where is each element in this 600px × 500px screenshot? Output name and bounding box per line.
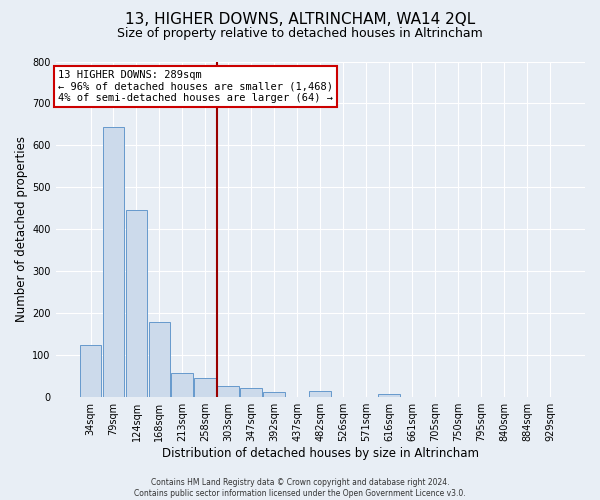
Bar xyxy=(149,322,170,397)
Bar xyxy=(172,373,193,397)
Bar xyxy=(378,394,400,397)
Bar xyxy=(103,126,124,397)
Text: 13 HIGHER DOWNS: 289sqm
← 96% of detached houses are smaller (1,468)
4% of semi-: 13 HIGHER DOWNS: 289sqm ← 96% of detache… xyxy=(58,70,333,103)
Bar xyxy=(241,388,262,397)
Text: Contains HM Land Registry data © Crown copyright and database right 2024.
Contai: Contains HM Land Registry data © Crown c… xyxy=(134,478,466,498)
Text: Size of property relative to detached houses in Altrincham: Size of property relative to detached ho… xyxy=(117,28,483,40)
Bar xyxy=(125,210,148,397)
Bar xyxy=(310,391,331,397)
Bar xyxy=(217,386,239,397)
Bar xyxy=(194,378,216,397)
Bar xyxy=(263,392,285,397)
Y-axis label: Number of detached properties: Number of detached properties xyxy=(15,136,28,322)
Bar xyxy=(80,345,101,397)
X-axis label: Distribution of detached houses by size in Altrincham: Distribution of detached houses by size … xyxy=(162,447,479,460)
Text: 13, HIGHER DOWNS, ALTRINCHAM, WA14 2QL: 13, HIGHER DOWNS, ALTRINCHAM, WA14 2QL xyxy=(125,12,475,28)
